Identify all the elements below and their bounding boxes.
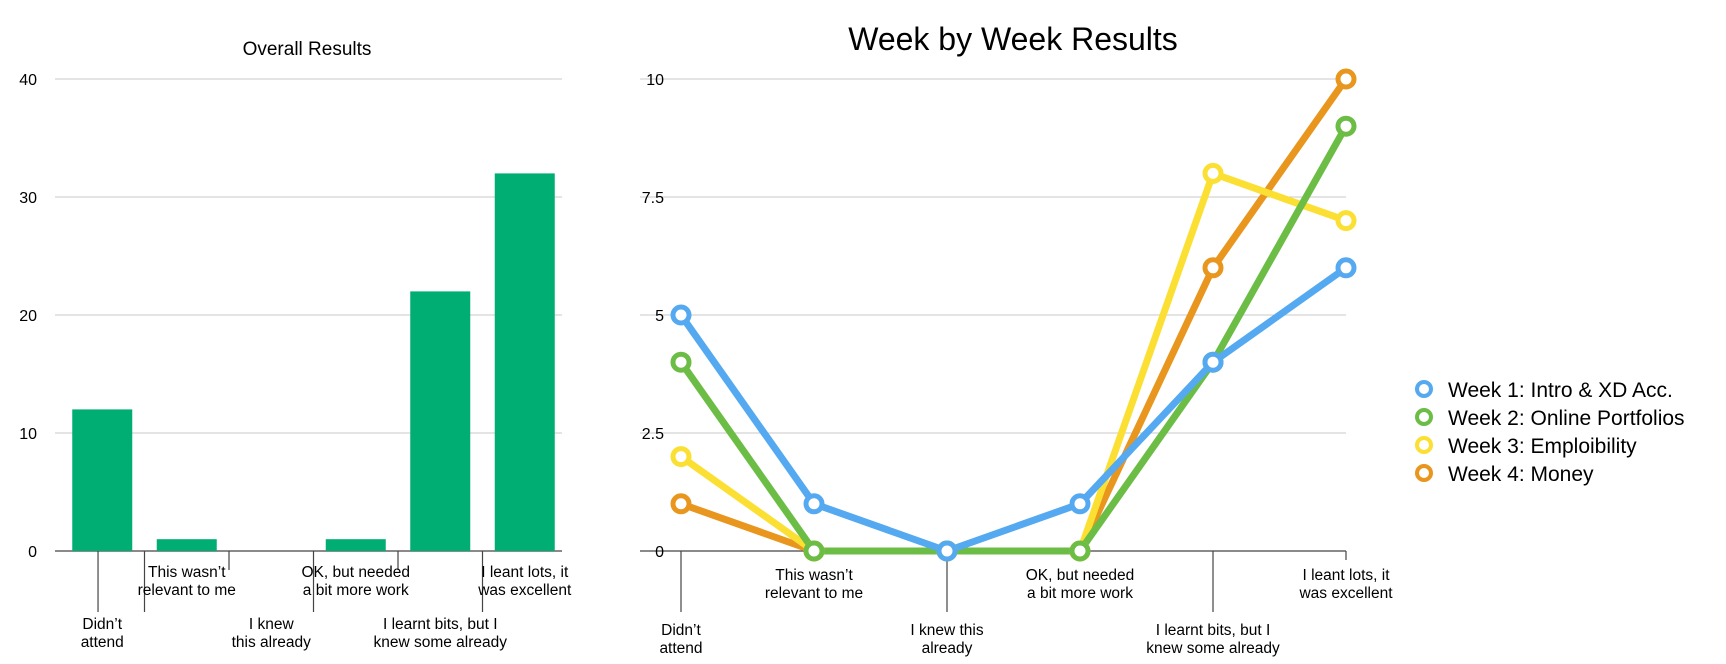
- bar-0: [72, 409, 133, 551]
- legend-label-1: Week 2: Online Portfolios: [1448, 407, 1685, 430]
- series-point-3-0: [670, 304, 692, 326]
- line-x-tick-label: Didn’t: [661, 622, 701, 639]
- bar-x-tick-label: knew some already: [373, 634, 507, 651]
- line-x-tick-label: attend: [659, 640, 702, 657]
- line-y-tick-label: 0: [655, 544, 664, 561]
- legend-marker-3: [1415, 464, 1433, 482]
- bar-5: [494, 173, 555, 551]
- bar-x-tick-label: This wasn’t: [148, 564, 226, 581]
- bar-x-tick-label: Didn’t: [82, 616, 122, 633]
- series-point-1-0: [670, 446, 692, 468]
- legend-label-2: Week 3: Emploibility: [1448, 435, 1637, 458]
- series-line-3: [677, 264, 1350, 555]
- bar-x-tick-label: OK, but needed: [301, 564, 410, 581]
- bar-x-tick-label: a bit more work: [303, 582, 409, 599]
- week-by-week-line-chart: Week by Week Results 0 2.5 5 7.5 10 Didn’tatt…: [640, 21, 1393, 657]
- series-point-0-5: [1335, 68, 1357, 90]
- series-point-3-2: [936, 540, 958, 562]
- bar-y-tick-label: 30: [19, 190, 37, 207]
- series-line-1: [677, 169, 1350, 555]
- line-x-tick-label: I leant lots, it: [1302, 567, 1390, 584]
- bar-x-tick-label: was excellent: [477, 582, 572, 599]
- line-x-tick-label: I learnt bits, but I: [1156, 622, 1271, 639]
- bar-1: [156, 539, 217, 551]
- series-point-2-1: [803, 540, 825, 562]
- legend-label-3: Week 4: Money: [1448, 463, 1594, 486]
- series-point-3-1: [803, 493, 825, 515]
- line-x-tick-label: was excellent: [1298, 585, 1393, 602]
- series-point-2-5: [1335, 115, 1357, 137]
- series-point-2-0: [670, 351, 692, 373]
- line-x-tick-label: relevant to me: [765, 585, 863, 602]
- bar-chart-title: Overall Results: [243, 39, 372, 60]
- series-point-1-5: [1335, 210, 1357, 232]
- bar-3: [325, 539, 386, 551]
- line-chart-title: Week by Week Results: [848, 21, 1178, 57]
- bar-4: [410, 291, 471, 551]
- bar-x-tick-label: I knew: [249, 616, 295, 633]
- line-y-tick-label: 5: [655, 308, 664, 325]
- bar-x-tick-label: I leant lots, it: [481, 564, 569, 581]
- line-x-tick-label: OK, but needed: [1026, 567, 1135, 584]
- bar-x-tick-label: relevant to me: [138, 582, 236, 599]
- legend-label-0: Week 1: Intro & XD Acc.: [1448, 379, 1673, 402]
- line-x-tick-label: a bit more work: [1027, 585, 1133, 602]
- line-x-tick-label: knew some already: [1146, 640, 1280, 657]
- bar-y-tick-label: 0: [28, 544, 37, 561]
- line-x-tick-label: This wasn’t: [775, 567, 853, 584]
- line-chart-legend: Week 1: Intro & XD Acc. Week 2: Online Po…: [1415, 379, 1685, 486]
- series-point-3-4: [1202, 351, 1224, 373]
- line-x-tick-label: already: [922, 640, 973, 657]
- series-point-2-3: [1069, 540, 1091, 562]
- line-x-tick-label: I knew this: [910, 622, 983, 639]
- series-point-3-5: [1335, 257, 1357, 279]
- bar-x-tick-label: I learnt bits, but I: [383, 616, 498, 633]
- bar-y-tick-label: 10: [19, 426, 37, 443]
- series-line-2: [677, 122, 1350, 555]
- bar-x-tick-label: this already: [232, 634, 312, 651]
- bar-y-tick-label: 40: [19, 72, 37, 89]
- series-point-0-4: [1202, 257, 1224, 279]
- series-point-3-3: [1069, 493, 1091, 515]
- line-y-tick-label: 7.5: [642, 190, 664, 207]
- series-point-1-4: [1202, 162, 1224, 184]
- bar-x-tick-label: attend: [81, 634, 124, 651]
- bar-y-tick-label: 20: [19, 308, 37, 325]
- line-y-tick-label: 2.5: [642, 426, 664, 443]
- legend-marker-2: [1415, 436, 1433, 454]
- line-y-tick-label: 10: [646, 72, 664, 89]
- legend-marker-1: [1415, 408, 1433, 426]
- series-point-0-0: [670, 493, 692, 515]
- legend-marker-0: [1415, 380, 1433, 398]
